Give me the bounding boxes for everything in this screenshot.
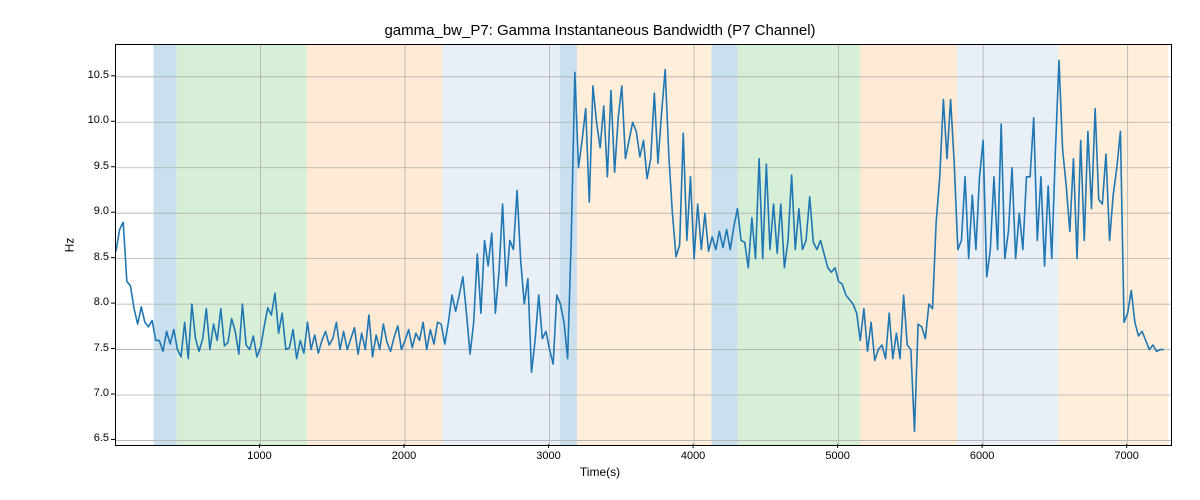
- x-tick-label: 3000: [519, 450, 579, 462]
- chart-region: [154, 45, 177, 445]
- y-tick-label: 9.5: [69, 160, 109, 172]
- y-tick-label: 8.5: [69, 251, 109, 263]
- x-tick-label: 6000: [952, 450, 1012, 462]
- y-tick-label: 7.5: [69, 342, 109, 354]
- chart-region: [1058, 45, 1168, 445]
- y-tick-label: 6.5: [69, 432, 109, 444]
- x-tick-label: 2000: [374, 450, 434, 462]
- y-tick-label: 10.5: [69, 69, 109, 81]
- chart-svg: [116, 45, 1171, 445]
- figure: gamma_bw_P7: Gamma Instantaneous Bandwid…: [0, 0, 1200, 500]
- chart-region: [177, 45, 307, 445]
- chart-region: [577, 45, 711, 445]
- y-tick-label: 7.0: [69, 387, 109, 399]
- chart-region: [307, 45, 443, 445]
- y-tick-label: 10.0: [69, 114, 109, 126]
- chart-title: gamma_bw_P7: Gamma Instantaneous Bandwid…: [0, 22, 1200, 39]
- y-tick-label: 9.0: [69, 205, 109, 217]
- x-tick-label: 4000: [663, 450, 723, 462]
- plot-area: [115, 44, 1172, 446]
- chart-region: [711, 45, 737, 445]
- x-tick-label: 7000: [1097, 450, 1157, 462]
- x-axis-label: Time(s): [0, 465, 1200, 479]
- x-tick-label: 1000: [230, 450, 290, 462]
- x-tick-label: 5000: [808, 450, 868, 462]
- y-tick-label: 8.0: [69, 296, 109, 308]
